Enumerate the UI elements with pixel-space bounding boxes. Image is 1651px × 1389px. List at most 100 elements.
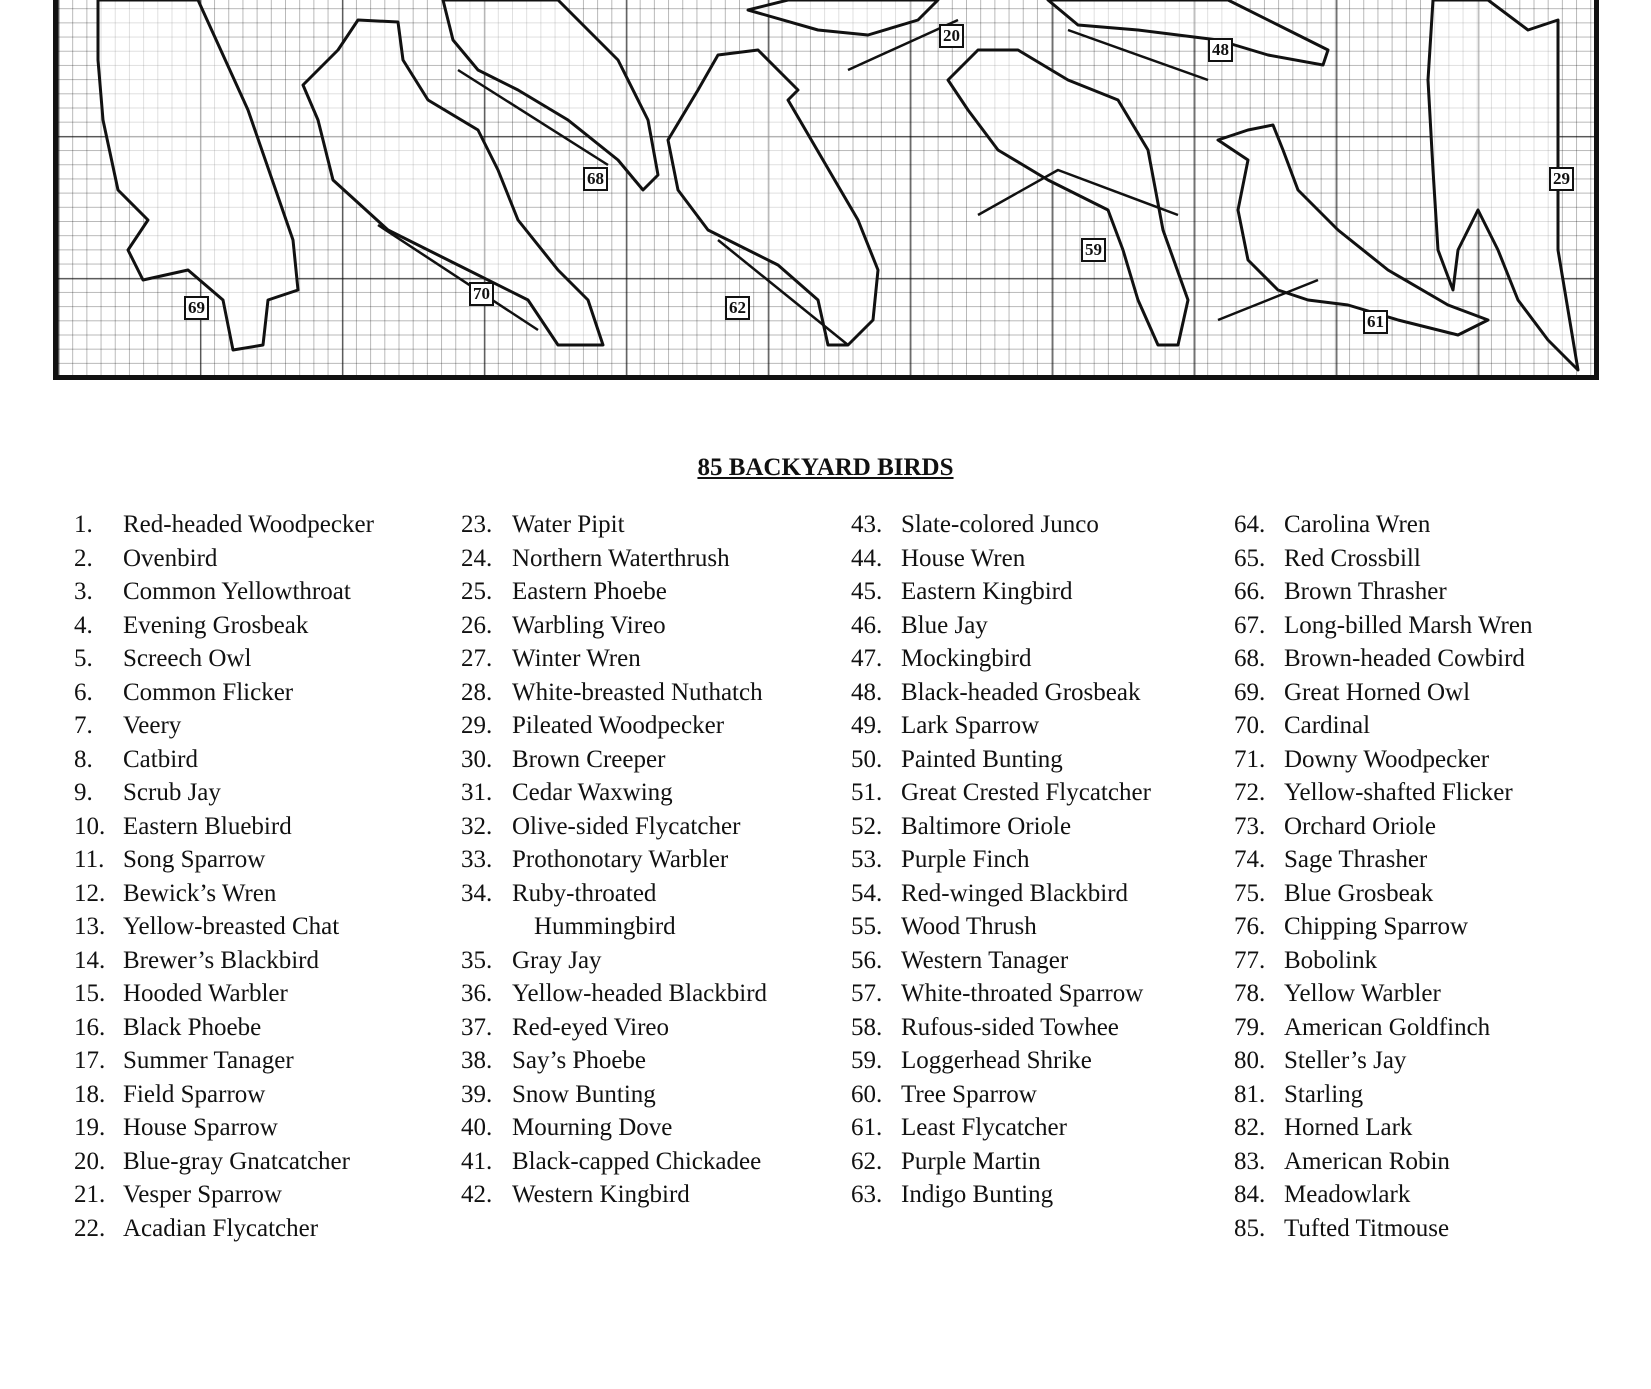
chart-label-61: 61 bbox=[1363, 310, 1388, 334]
item-number: 23. bbox=[461, 511, 493, 538]
item-number: 79. bbox=[1234, 1013, 1266, 1041]
item-number: 35. bbox=[461, 946, 493, 974]
bird-name: Starling bbox=[1284, 1080, 1364, 1108]
item-number: 58. bbox=[851, 1013, 883, 1041]
item-number: 3. bbox=[74, 578, 93, 605]
item-number: 10. bbox=[74, 812, 106, 840]
bird-name: Purple Martin bbox=[901, 1147, 1041, 1175]
bird-name: Say’s Phoebe bbox=[512, 1047, 647, 1074]
item-number: 14. bbox=[74, 946, 106, 974]
item-number: 50. bbox=[851, 745, 883, 773]
bird-name: Horned Lark bbox=[1284, 1114, 1413, 1141]
bird-name: Olive-sided Flycatcher bbox=[512, 812, 741, 840]
item-number: 84. bbox=[1234, 1181, 1266, 1208]
item-number: 55. bbox=[851, 913, 883, 940]
bird-name: Purple Finch bbox=[901, 846, 1030, 873]
item-number: 60. bbox=[851, 1080, 883, 1108]
item-number: 7. bbox=[74, 712, 93, 739]
item-number: 66. bbox=[1234, 578, 1266, 605]
item-number: 85. bbox=[1234, 1214, 1266, 1242]
bird-outline-20 bbox=[746, 0, 940, 37]
bird-name: Black Phoebe bbox=[123, 1013, 262, 1041]
bird-name: Black-headed Grosbeak bbox=[901, 678, 1141, 706]
item-number: 34. bbox=[461, 879, 493, 907]
bird-name: Acadian Flycatcher bbox=[123, 1214, 319, 1242]
item-number: 51. bbox=[851, 779, 883, 806]
item-number: 12. bbox=[74, 879, 106, 907]
item-number: 9. bbox=[74, 779, 93, 806]
bird-name: Eastern Bluebird bbox=[123, 812, 292, 840]
item-number: 46. bbox=[851, 611, 883, 639]
bird-name: Western Tanager bbox=[901, 946, 1069, 974]
item-number: 30. bbox=[461, 745, 493, 773]
bird-name: Winter Wren bbox=[512, 645, 641, 672]
item-number: 74. bbox=[1234, 846, 1266, 873]
bird-name: Least Flycatcher bbox=[901, 1114, 1067, 1141]
bird-name: Indigo Bunting bbox=[901, 1181, 1054, 1208]
item-number: 33. bbox=[461, 846, 493, 873]
item-number: 68. bbox=[1234, 645, 1266, 672]
bird-name: Blue-gray Gnatcatcher bbox=[123, 1147, 350, 1175]
item-number: 42. bbox=[461, 1181, 493, 1208]
bird-name: Great Horned Owl bbox=[1284, 678, 1471, 706]
item-number: 59. bbox=[851, 1047, 883, 1074]
bird-name: Loggerhead Shrike bbox=[901, 1047, 1092, 1074]
item-number: 21. bbox=[74, 1181, 106, 1208]
item-number: 75. bbox=[1234, 879, 1266, 907]
bird-name: Snow Bunting bbox=[512, 1080, 656, 1108]
item-number: 53. bbox=[851, 846, 883, 873]
cross-stitch-chart: 69 70 68 62 20 48 59 61 29 bbox=[53, 0, 1599, 380]
item-number: 70. bbox=[1234, 712, 1266, 739]
bird-name: Yellow-shafted Flicker bbox=[1284, 779, 1513, 806]
bird-name: Wood Thrush bbox=[901, 913, 1037, 940]
bird-name: Baltimore Oriole bbox=[901, 812, 1072, 840]
item-number: 8. bbox=[74, 745, 93, 773]
item-number: 32. bbox=[461, 812, 493, 840]
chart-label-62: 62 bbox=[725, 296, 750, 320]
item-number: 43. bbox=[851, 511, 883, 538]
branches bbox=[377, 18, 1319, 346]
bird-name: House Wren bbox=[901, 544, 1026, 572]
bird-name: Scrub Jay bbox=[123, 779, 221, 806]
bird-outline-70 bbox=[301, 18, 605, 347]
item-number: 31. bbox=[461, 779, 493, 806]
bird-name: Evening Grosbeak bbox=[123, 611, 309, 639]
bird-name: Warbling Vireo bbox=[512, 611, 666, 639]
bird-name: Chipping Sparrow bbox=[1284, 913, 1469, 940]
bird-outline-61 bbox=[1216, 123, 1490, 337]
item-number: 11. bbox=[74, 846, 105, 873]
bird-name: Veery bbox=[123, 712, 182, 739]
bird-outline-62 bbox=[666, 48, 880, 347]
bird-name: Yellow-breasted Chat bbox=[123, 913, 340, 940]
bird-name: Black-capped Chickadee bbox=[512, 1147, 762, 1175]
bird-name: Blue Jay bbox=[901, 611, 988, 639]
bird-name: American Goldfinch bbox=[1284, 1013, 1491, 1041]
item-number: 40. bbox=[461, 1114, 493, 1141]
item-number: 38. bbox=[461, 1047, 493, 1074]
bird-name: Song Sparrow bbox=[123, 846, 266, 873]
bird-name: Water Pipit bbox=[512, 511, 625, 538]
bird-name: Common Yellowthroat bbox=[123, 578, 351, 605]
item-number: 72. bbox=[1234, 779, 1266, 806]
item-number: 13. bbox=[74, 913, 106, 940]
item-number: 63. bbox=[851, 1181, 883, 1208]
bird-name: Yellow Warbler bbox=[1284, 980, 1441, 1007]
item-number: 4. bbox=[74, 611, 93, 639]
branch bbox=[377, 223, 539, 332]
chart-label-70: 70 bbox=[469, 282, 494, 306]
bird-name: Field Sparrow bbox=[123, 1080, 266, 1108]
item-number: 16. bbox=[74, 1013, 106, 1041]
item-number: 76. bbox=[1234, 913, 1266, 940]
item-number: 36. bbox=[461, 980, 493, 1007]
bird-name: Catbird bbox=[123, 745, 198, 773]
bird-name: Downy Woodpecker bbox=[1284, 745, 1490, 773]
item-number: 19. bbox=[74, 1114, 106, 1141]
bird-name: Brewer’s Blackbird bbox=[123, 946, 320, 974]
bird-name: Brown-headed Cowbird bbox=[1284, 645, 1525, 672]
bird-name: House Sparrow bbox=[123, 1114, 278, 1141]
item-number: 45. bbox=[851, 578, 883, 605]
bird-name: Pileated Woodpecker bbox=[512, 712, 725, 739]
item-number: 44. bbox=[851, 544, 883, 572]
item-number: 17. bbox=[74, 1047, 106, 1074]
bird-name: Red-headed Woodpecker bbox=[123, 511, 374, 538]
